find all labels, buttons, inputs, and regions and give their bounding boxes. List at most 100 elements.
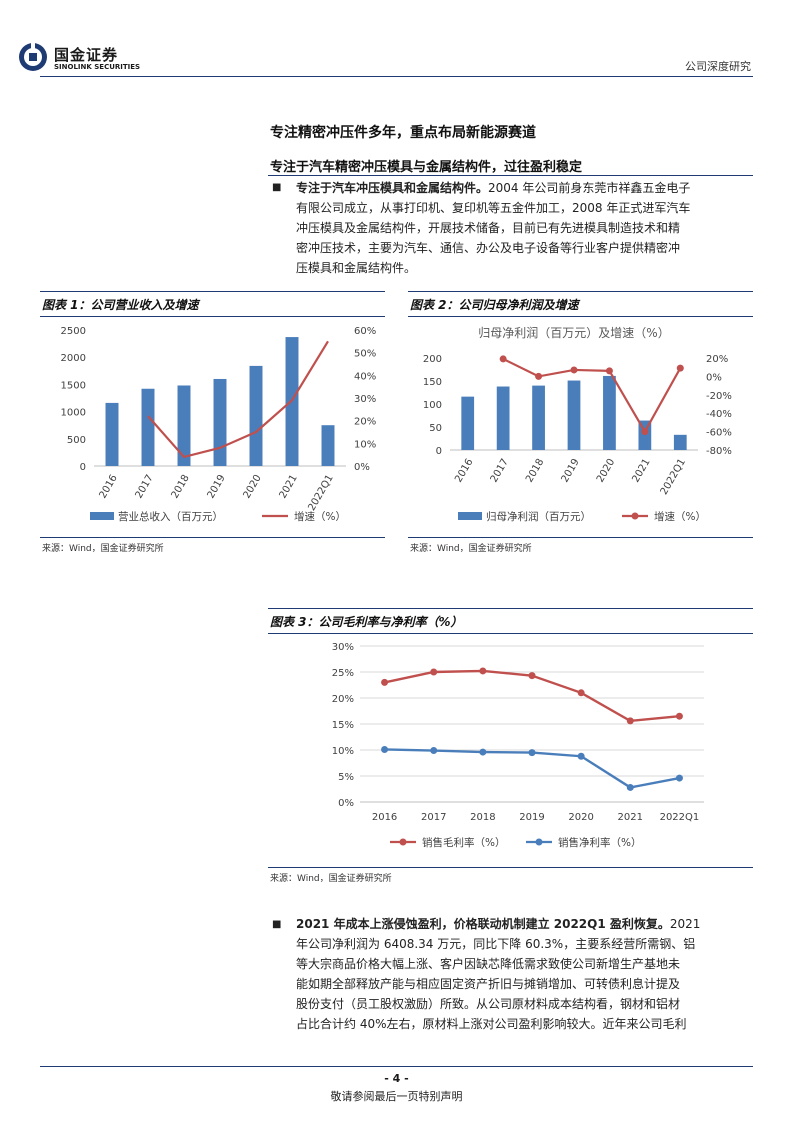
growth-point <box>641 428 649 436</box>
x-tick-label: 2016 <box>453 457 475 485</box>
y-right-tick-label: 0% <box>354 462 370 473</box>
y-left-tick-label: 1000 <box>61 408 86 419</box>
y-tick-label: 0% <box>338 798 354 809</box>
bar <box>673 434 687 450</box>
bar <box>603 375 616 450</box>
disclaimer: 敬请参阅最后一页特别声明 <box>330 1090 463 1103</box>
x-tick-label: 2017 <box>489 457 511 485</box>
y-right-tick-label: 30% <box>354 394 376 405</box>
paragraph-line: 密冲压技术，主要为汽车、通信、办公及电子设备等行业客户提供精密冲 <box>296 241 681 255</box>
x-tick-label: 2021 <box>630 457 652 485</box>
paragraph-line: 能如期全部释放产能与相应固定资产折旧与摊销增加、可转债利息计提及 <box>296 977 681 991</box>
y-left-tick-label: 150 <box>423 377 442 388</box>
section-subtitle: 专注于汽车精密冲压模具与金属结构件，过往盈利稳定 <box>270 160 583 175</box>
paragraph-business: 专注于汽车冲压模具和金属结构件。2004 年公司前身东莞市祥鑫五金电子 有限公司… <box>296 178 751 278</box>
y-tick-label: 20% <box>332 694 354 705</box>
figure-2-header: 图表 2：公司归母净利润及增速 <box>408 291 753 317</box>
growth-line <box>147 340 329 459</box>
paragraph-line: 等大宗商品价格大幅上涨、客户因缺芯降低需求致使公司新增生产基地未 <box>296 957 681 971</box>
figure-3-header: 图表 3：公司毛利率与净利率（%） <box>268 608 753 634</box>
figure-2-label: 图表 2：公司归母净利润及增速 <box>410 298 579 312</box>
margin-chart: 0% 5% 10% 15% 20% 25% 30% 2016 2017 2018 2019 2020 2… <box>332 642 704 849</box>
y-tick-label: 10% <box>332 746 354 757</box>
bar <box>496 386 510 450</box>
y-tick-label: 15% <box>332 720 354 731</box>
paragraph-line: 有限公司成立，从事打印机、复印机等五金件加工，2008 年正式进军汽车 <box>296 201 691 215</box>
series-point <box>479 748 487 756</box>
paragraph-line: 2021 年成本上涨侵蚀盈利，价格联动机制建立 2022Q1 盈利恢复。2021 <box>296 917 701 931</box>
figure-3-footer-rule <box>268 867 753 868</box>
y-tick-label: 5% <box>338 772 354 783</box>
y-left-tick-label: 500 <box>67 435 86 446</box>
y-right-tick-label: -80% <box>706 446 732 457</box>
series-point <box>528 672 536 680</box>
x-tick-label: 2017 <box>134 473 156 501</box>
x-tick-label: 2022Q1 <box>659 457 688 497</box>
series-point <box>577 689 585 697</box>
y-tick-label: 25% <box>332 668 354 679</box>
y-left-tick-label: 50 <box>429 423 442 434</box>
section-title: 专注精密冲压件多年，重点布局新能源赛道 <box>270 125 536 141</box>
series-point <box>479 667 487 675</box>
net-profit-chart: 归母净利润（百万元）及增速（%） 0 50 100 150 200 -80% -60% -40%… <box>423 326 732 523</box>
page-number: - 4 - <box>384 1072 409 1085</box>
sinolink-logo-icon <box>19 42 47 71</box>
bar <box>567 380 581 450</box>
bullet-icon: ■ <box>272 182 282 193</box>
legend-bar-swatch <box>90 512 114 520</box>
paragraph-line: 占比合计约 40%左右，原材料上涨对公司盈利影响较大。近年来公司毛利 <box>296 1017 687 1031</box>
y-right-tick-label: -60% <box>706 428 732 439</box>
y-right-tick-label: 40% <box>354 371 376 382</box>
series-point <box>381 745 389 753</box>
brand-name-cn: 国金证券 <box>54 46 119 64</box>
growth-point <box>605 367 613 375</box>
figure-1-header: 图表 1：公司营业收入及增速 <box>40 291 385 317</box>
growth-line <box>502 357 682 434</box>
x-tick-label: 2018 <box>524 457 546 485</box>
paragraph-line: 专注于汽车冲压模具和金属结构件。2004 年公司前身东莞市祥鑫五金电子 <box>296 181 691 195</box>
paragraph-lead: 2021 年成本上涨侵蚀盈利，价格联动机制建立 2022Q1 盈利恢复。 <box>296 917 670 931</box>
figure-1-footer-rule <box>40 537 385 538</box>
x-tick-label: 2016 <box>372 812 397 823</box>
figure-1-label: 图表 1：公司营业收入及增速 <box>42 298 199 312</box>
x-tick-label: 2021 <box>278 473 300 501</box>
y-right-tick-label: 60% <box>354 326 376 337</box>
bar <box>177 385 191 466</box>
series-point <box>675 712 683 720</box>
y-right-tick-label: 20% <box>354 417 376 428</box>
bar <box>105 402 119 466</box>
x-tick-label: 2019 <box>560 457 582 485</box>
series-point <box>626 717 634 725</box>
x-tick-label: 2022Q1 <box>306 473 335 513</box>
figure-2-footer-rule <box>408 537 753 538</box>
y-right-tick-label: 10% <box>354 439 376 450</box>
series-point <box>430 668 438 676</box>
legend-marker <box>399 838 407 846</box>
x-tick-label: 2019 <box>206 473 228 501</box>
y-tick-label: 30% <box>332 642 354 653</box>
legend-bar-swatch <box>458 512 482 520</box>
bar <box>213 378 227 466</box>
series-point <box>626 783 634 791</box>
paragraph-line: 冲压模具及金属结构件，开展技术储备，目前已有先进模具制造技术和精 <box>296 221 681 235</box>
brand-name-en: SINOLINK SECURITIES <box>54 63 141 71</box>
figure-2-source: 来源：Wind，国金证券研究所 <box>410 544 532 554</box>
document-type: 公司深度研究 <box>685 60 751 73</box>
y-right-tick-label: -40% <box>706 409 732 420</box>
x-tick-label: 2021 <box>618 812 643 823</box>
figure-1-source: 来源：Wind，国金证券研究所 <box>42 544 164 554</box>
bar <box>461 396 475 450</box>
y-left-tick-label: 0 <box>436 446 442 457</box>
x-tick-label: 2020 <box>242 473 264 501</box>
bar <box>321 425 335 466</box>
paragraph-line: 股份支付（员工股权激励）所致。从公司原材料成本结构看，钢材和铝材 <box>296 997 681 1011</box>
legend-line-label: 增速（%） <box>654 510 706 523</box>
subtitle-rule <box>268 175 753 176</box>
growth-point <box>499 355 507 363</box>
paragraph-lead: 专注于汽车冲压模具和金属结构件。 <box>296 181 489 195</box>
y-left-tick-label: 100 <box>423 400 442 411</box>
legend-marker <box>535 838 543 846</box>
brand-logo: 国金证券 SINOLINK SECURITIES <box>18 42 153 78</box>
x-tick-label: 2018 <box>470 812 495 823</box>
y-right-tick-label: 50% <box>354 349 376 360</box>
